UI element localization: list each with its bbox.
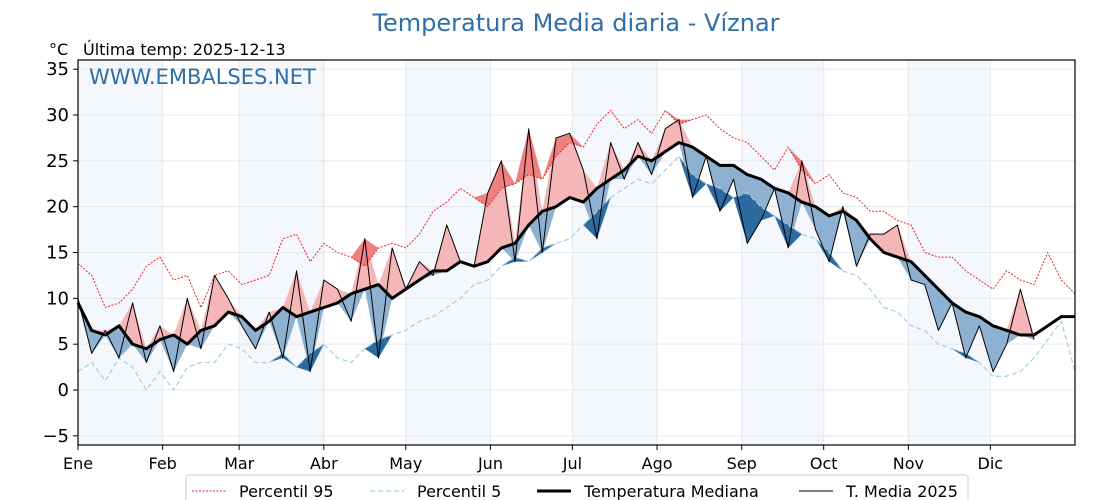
x-tick-label-abr: Abr — [310, 454, 338, 473]
y-tick-label: 10 — [46, 288, 69, 309]
y-tick-label: −5 — [42, 426, 69, 447]
x-tick-label-jun: Jun — [477, 454, 503, 473]
y-tick-label: 15 — [46, 243, 69, 264]
deviation-fills — [78, 110, 1035, 390]
x-tick-label-mar: Mar — [224, 454, 255, 473]
x-tick-label-may: May — [389, 454, 422, 473]
legend: Percentil 95 Percentil 5 Temperatura Med… — [185, 474, 969, 500]
x-tick-label-nov: Nov — [893, 454, 924, 473]
y-tick-label: 35 — [46, 59, 69, 80]
last-temp-subtitle: Última temp: 2025-12-13 — [83, 40, 286, 59]
y-tick-label: 30 — [46, 105, 69, 126]
y-tick-label: 20 — [46, 197, 69, 218]
y-tick-label: 5 — [58, 334, 69, 355]
legend-label-median: Temperatura Mediana — [583, 482, 759, 500]
series-line-p5 — [77, 155, 1076, 391]
x-tick-label-jul: Jul — [562, 454, 582, 473]
legend-box — [185, 474, 969, 500]
series-lines — [76, 109, 1076, 391]
y-tick-label: 0 — [58, 380, 69, 401]
legend-label-tmedia: T. Media 2025 — [845, 482, 958, 500]
fill-above-median — [78, 119, 1035, 349]
x-tick-label-oct: Oct — [810, 454, 838, 473]
series-line-p95 — [77, 109, 1076, 308]
series-line-tmedia — [77, 119, 1035, 373]
x-tick-label-sep: Sep — [727, 454, 757, 473]
watermark: WWW.EMBALSES.NET — [89, 65, 316, 89]
fill-above-p95 — [78, 110, 1035, 308]
x-axis: Ene Feb Mar Abr May Jun Jul Ago Sep Oct Nov Dic — [63, 445, 1003, 473]
fill-below-median — [78, 142, 1035, 372]
y-tick-label: 25 — [46, 151, 69, 172]
legend-label-p5: Percentil 5 — [417, 482, 501, 500]
x-tick-label-ene: Ene — [63, 454, 93, 473]
x-tick-label-dic: Dic — [978, 454, 1004, 473]
y-axis-unit-label: °C — [49, 40, 68, 59]
x-tick-label-feb: Feb — [149, 454, 177, 473]
x-tick-label-ago: Ago — [642, 454, 673, 473]
series-line-median — [76, 141, 1075, 351]
chart-title: Temperatura Media diaria - Víznar — [371, 9, 779, 37]
legend-label-p95: Percentil 95 — [239, 482, 334, 500]
y-axis: −5 0 5 10 15 20 25 30 35 — [42, 59, 78, 447]
